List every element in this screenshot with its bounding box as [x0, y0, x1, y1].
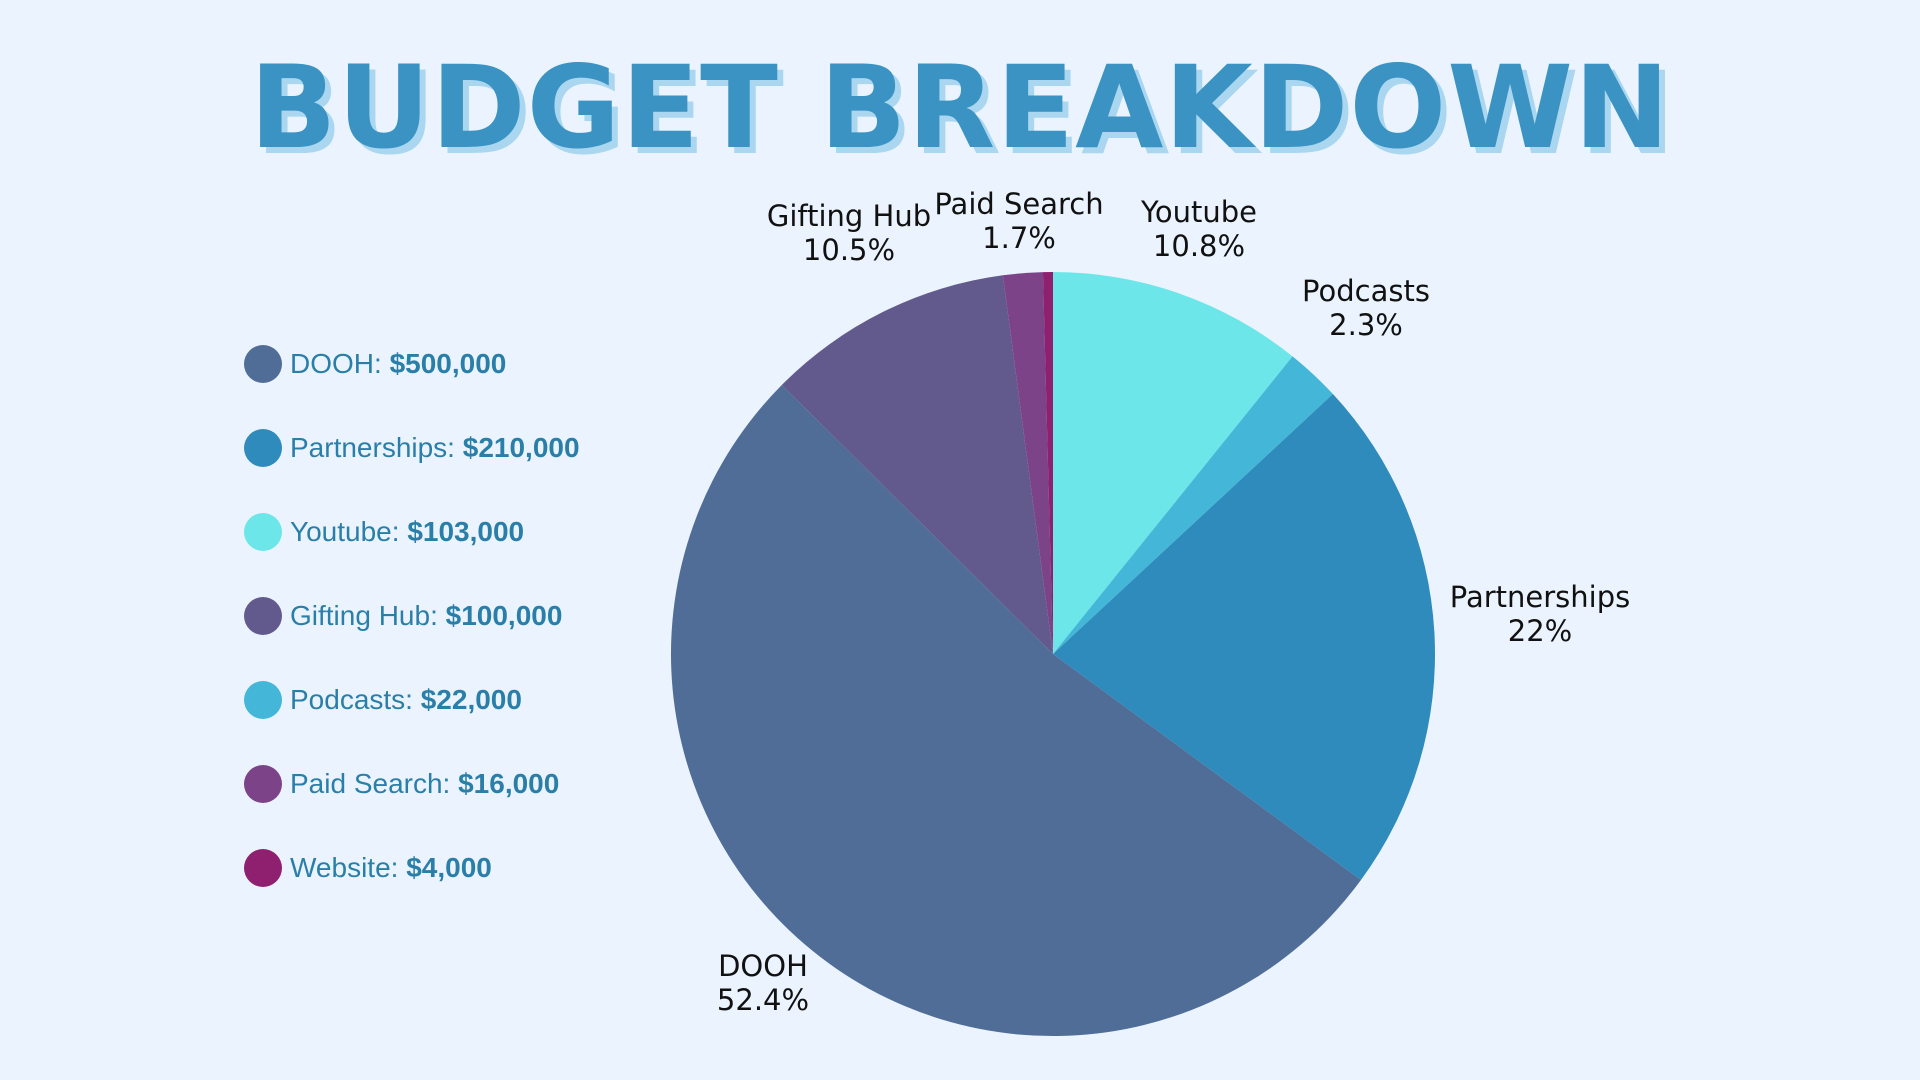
- pie-label-partnerships: Partnerships: [1450, 580, 1630, 614]
- pie-label-paid-search: Paid Search: [934, 187, 1103, 221]
- legend-label: Partnerships:: [290, 432, 455, 463]
- legend-label: Youtube:: [290, 516, 400, 547]
- pie-label-gifting-hub: Gifting Hub: [767, 199, 931, 233]
- pie-label-podcasts: Podcasts: [1302, 274, 1430, 308]
- legend-item-dooh: DOOH: $500,000: [244, 322, 704, 406]
- pie-label-youtube: Youtube: [1140, 195, 1257, 229]
- legend-label: Gifting Hub:: [290, 600, 438, 631]
- pie-slice-partnerships[interactable]: [1053, 394, 1436, 881]
- pie-percent-dooh: 52.4%: [717, 983, 809, 1017]
- legend-item-website: Website: $4,000: [244, 826, 704, 910]
- pie-percent-youtube: 10.8%: [1153, 229, 1245, 263]
- legend-value: $4,000: [406, 852, 492, 883]
- legend-item-paid-search: Paid Search: $16,000: [244, 742, 704, 826]
- legend-label: Website:: [290, 852, 399, 883]
- pie-percent-partnerships: 22%: [1508, 614, 1572, 648]
- legend-swatch-website: [244, 849, 282, 887]
- pie-slices: [670, 272, 1436, 1037]
- pie-label-dooh: DOOH: [718, 949, 808, 983]
- legend-swatch-youtube: [244, 513, 282, 551]
- legend-label: DOOH:: [290, 348, 382, 379]
- legend-item-podcasts: Podcasts: $22,000: [244, 658, 704, 742]
- legend-item-youtube: Youtube: $103,000: [244, 490, 704, 574]
- legend-swatch-partnerships: [244, 429, 282, 467]
- legend-value: $16,000: [458, 768, 560, 799]
- pie-percent-podcasts: 2.3%: [1329, 308, 1403, 342]
- legend-swatch-dooh: [244, 345, 282, 383]
- pie-percent-gifting-hub: 10.5%: [803, 233, 895, 267]
- pie-slice-podcasts[interactable]: [1053, 356, 1333, 654]
- legend-value: $100,000: [445, 600, 563, 631]
- legend-item-gifting-hub: Gifting Hub: $100,000: [244, 574, 704, 658]
- pie-slice-website[interactable]: [1042, 272, 1053, 654]
- legend-swatch-gifting-hub: [244, 597, 282, 635]
- pie-slice-gifting-hub[interactable]: [781, 275, 1053, 654]
- pie-slice-youtube[interactable]: [1053, 272, 1293, 654]
- legend: DOOH: $500,000 Partnerships: $210,000 Yo…: [244, 322, 704, 910]
- legend-value: $210,000: [462, 432, 580, 463]
- legend-value: $500,000: [389, 348, 507, 379]
- legend-label: Podcasts:: [290, 684, 413, 715]
- pie-percent-paid-search: 1.7%: [982, 221, 1056, 255]
- pie-slice-paid-search[interactable]: [1002, 272, 1053, 654]
- legend-label: Paid Search:: [290, 768, 451, 799]
- pie-slice-dooh[interactable]: [670, 385, 1361, 1037]
- legend-value: $103,000: [407, 516, 525, 547]
- page-title: BUDGET BREAKDOWN: [249, 41, 1671, 174]
- legend-item-partnerships: Partnerships: $210,000: [244, 406, 704, 490]
- legend-value: $22,000: [420, 684, 522, 715]
- legend-swatch-paid-search: [244, 765, 282, 803]
- legend-swatch-podcasts: [244, 681, 282, 719]
